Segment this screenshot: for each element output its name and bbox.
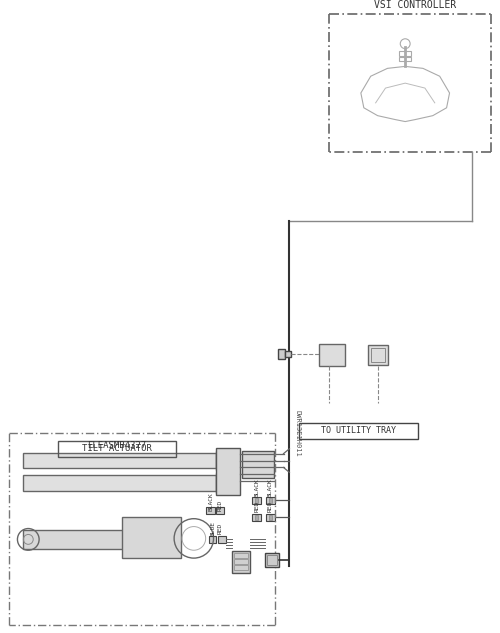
Text: RED: RED: [254, 500, 260, 511]
Bar: [234, 565, 248, 570]
Bar: [266, 514, 274, 521]
Bar: [58, 441, 176, 456]
Bar: [206, 507, 214, 514]
Bar: [286, 351, 292, 357]
Bar: [368, 345, 388, 365]
Bar: [400, 51, 411, 56]
Bar: [24, 475, 216, 491]
Bar: [216, 507, 224, 514]
Text: VSI CONTROLLER: VSI CONTROLLER: [374, 0, 456, 10]
Bar: [267, 555, 276, 565]
Bar: [255, 515, 258, 520]
Text: BLACK: BLACK: [254, 478, 260, 496]
Bar: [218, 536, 226, 543]
Bar: [252, 497, 261, 504]
Bar: [24, 453, 216, 468]
Text: DWR13E1H011: DWR13E1H011: [294, 410, 300, 456]
Bar: [232, 551, 250, 573]
Bar: [265, 553, 278, 567]
Bar: [216, 448, 240, 495]
Text: BLUE: BLUE: [210, 521, 215, 536]
Text: ELEASMB4327: ELEASMB4327: [88, 441, 146, 450]
Bar: [216, 451, 224, 470]
Bar: [208, 536, 216, 543]
Bar: [266, 497, 274, 504]
Bar: [400, 56, 411, 61]
Text: REO: REO: [267, 500, 272, 511]
Text: BLACK: BLACK: [267, 478, 272, 496]
Text: TILT ACTUATOR: TILT ACTUATOR: [82, 444, 152, 453]
Bar: [234, 559, 248, 564]
Bar: [252, 514, 261, 521]
Bar: [319, 344, 344, 366]
Bar: [24, 530, 142, 549]
Bar: [300, 423, 418, 439]
Text: RED: RED: [218, 523, 223, 534]
Bar: [278, 349, 285, 359]
Bar: [216, 473, 224, 493]
Bar: [234, 553, 248, 558]
Text: BLACK: BLACK: [208, 492, 213, 511]
Bar: [371, 348, 385, 362]
Bar: [242, 451, 274, 479]
Bar: [268, 498, 272, 503]
Bar: [268, 515, 272, 520]
Bar: [255, 498, 258, 503]
Text: TO UTILITY TRAY: TO UTILITY TRAY: [321, 427, 396, 436]
Bar: [122, 517, 181, 558]
Text: RED: RED: [218, 499, 223, 511]
